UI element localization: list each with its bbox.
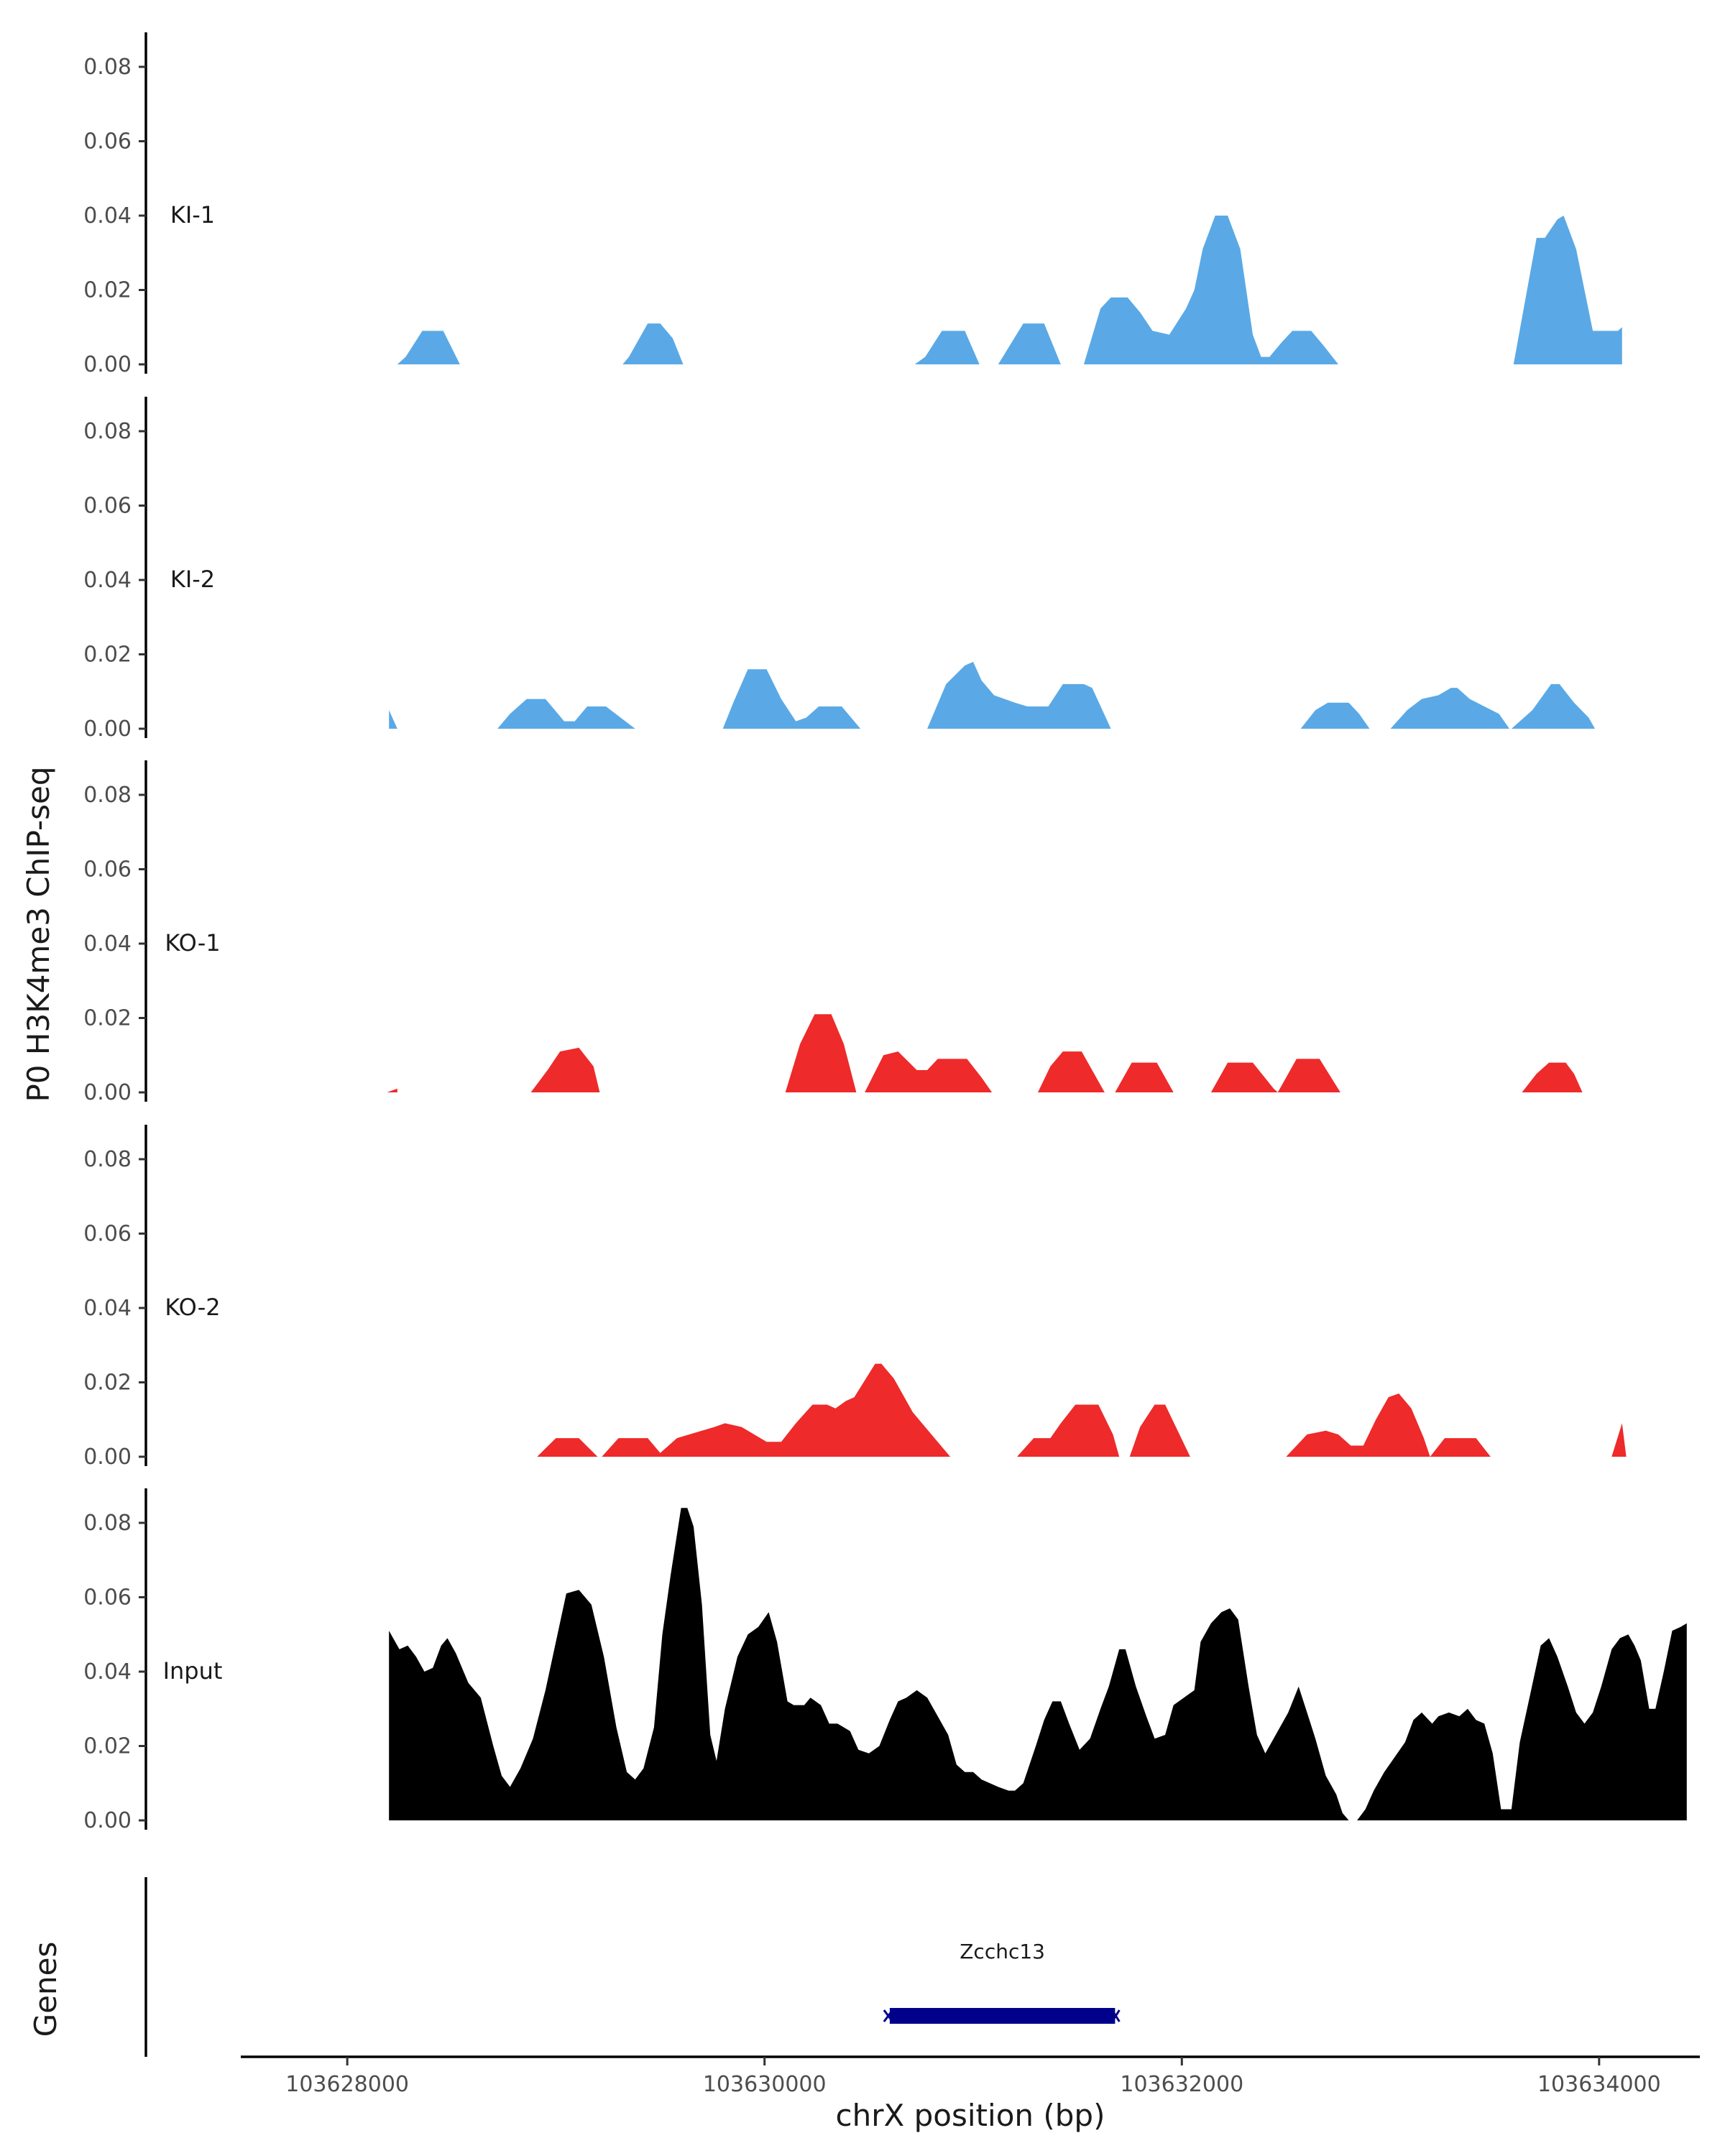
y-tick-label: 0.04 (83, 1659, 132, 1685)
y-tick-label: 0.06 (83, 129, 132, 155)
y-tick-label: 0.00 (83, 1808, 132, 1833)
x-tick-label: 103630000 (703, 2072, 827, 2097)
y-tick-label: 0.00 (83, 1080, 132, 1105)
x-tick-label: 103628000 (285, 2072, 409, 2097)
gene-label-zcchc13: Zcchc13 (960, 1940, 1045, 1963)
genes-track-title: Genes (28, 1942, 63, 2037)
y-tick-label: 0.08 (83, 1147, 132, 1172)
signal-area-ko-1 (387, 1014, 1583, 1092)
y-tick-label: 0.00 (83, 717, 132, 742)
y-tick-label: 0.08 (83, 783, 132, 808)
signal-area-ko-2 (537, 1363, 1627, 1457)
x-axis-title: chrX position (bp) (836, 2098, 1105, 2133)
y-tick-label: 0.06 (83, 1222, 132, 1247)
y-tick-label: 0.06 (83, 857, 132, 883)
track-label-ki-1: KI-1 (170, 201, 215, 229)
track-panel-input: 0.00 0.02 0.04 0.06 0.08 Input (83, 1488, 1687, 1833)
track-panel-ki-1: 0.00 0.02 0.04 0.06 0.08 KI-1 (83, 32, 1622, 377)
track-label-ko-2: KO-2 (165, 1294, 220, 1321)
y-tick-label: 0.04 (83, 568, 132, 593)
y-tick-label: 0.04 (83, 203, 132, 229)
y-tick-label: 0.02 (83, 1734, 132, 1759)
strand-marker (883, 2009, 894, 2022)
track-label-input: Input (163, 1657, 223, 1685)
y-tick-label: 0.08 (83, 1511, 132, 1536)
y-tick-label: 0.00 (83, 1445, 132, 1470)
y-tick-label: 0.00 (83, 352, 132, 377)
y-tick-label: 0.04 (83, 1296, 132, 1321)
y-tick-label: 0.08 (83, 55, 132, 80)
signal-area-ki-2 (389, 661, 1596, 729)
y-tick-label: 0.02 (83, 1370, 132, 1396)
strand-marker (1111, 2009, 1121, 2022)
y-axis-title: P0 H3K4me3 ChIP-seq (21, 766, 56, 1102)
track-label-ko-1: KO-1 (165, 929, 220, 957)
x-tick-label: 103634000 (1537, 2072, 1661, 2097)
y-tick-label: 0.04 (83, 931, 132, 957)
y-tick-label: 0.02 (83, 278, 132, 303)
gene-body-zcchc13 (889, 2008, 1116, 2024)
track-panel-ko-2: 0.00 0.02 0.04 0.06 0.08 KO-2 (83, 1125, 1627, 1470)
y-tick-label: 0.08 (83, 419, 132, 444)
track-label-ki-2: KI-2 (170, 566, 215, 593)
y-tick-label: 0.02 (83, 642, 132, 668)
signal-area-ki-1 (397, 216, 1622, 364)
y-tick-label: 0.06 (83, 494, 132, 519)
track-panel-ki-2: 0.00 0.02 0.04 0.06 0.08 KI-2 (83, 397, 1596, 742)
y-tick-label: 0.02 (83, 1006, 132, 1031)
y-tick-label: 0.06 (83, 1585, 132, 1611)
track-panel-ko-1: 0.00 0.02 0.04 0.06 0.08 KO-1 (83, 760, 1583, 1105)
signal-area-input (389, 1508, 1687, 1820)
x-tick-label: 103632000 (1120, 2072, 1243, 2097)
